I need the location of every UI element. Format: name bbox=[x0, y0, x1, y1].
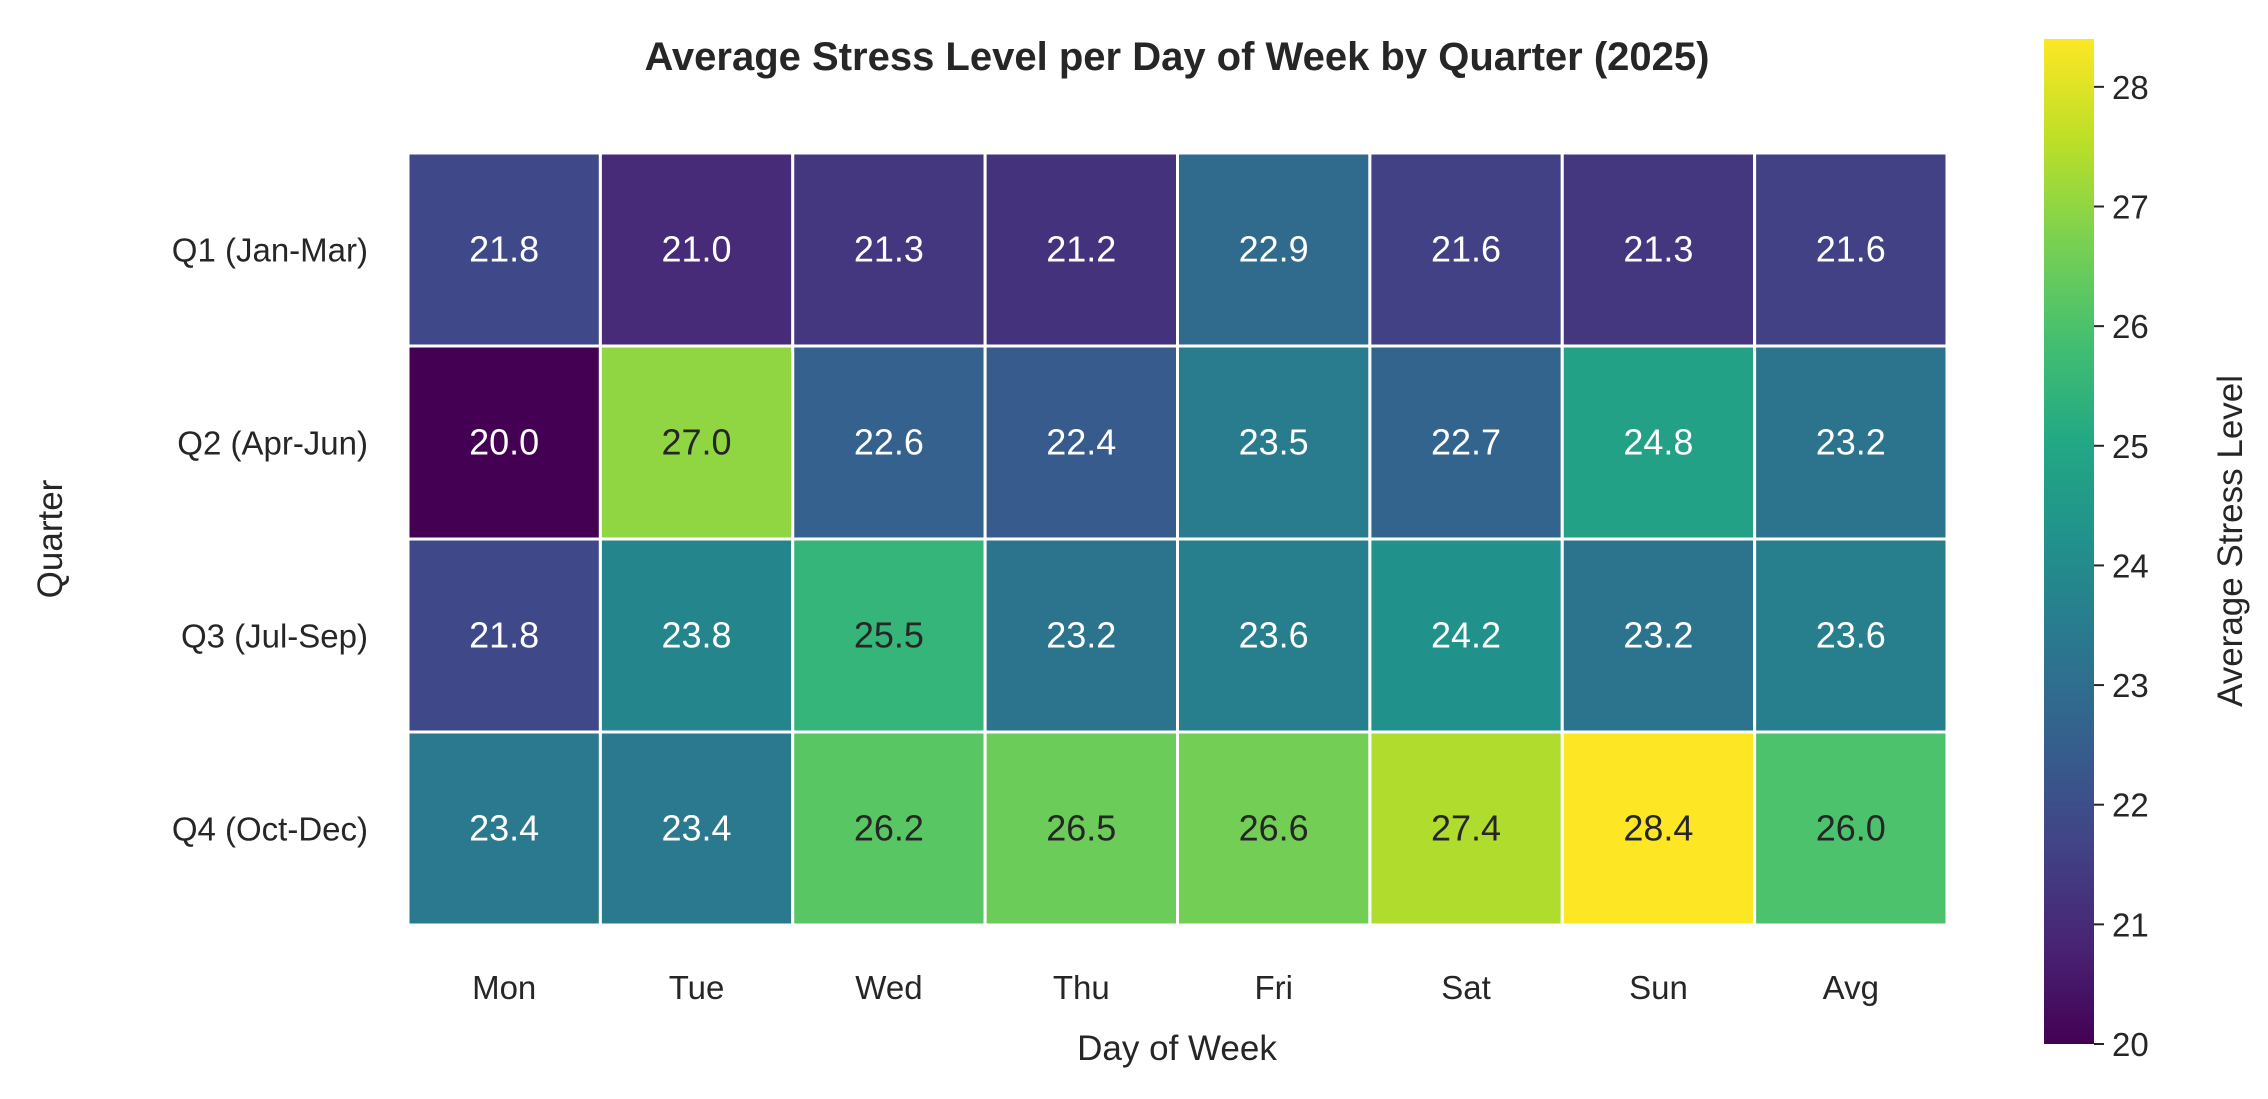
colorbar bbox=[2044, 39, 2094, 1044]
heatmap-cell bbox=[406, 151, 602, 348]
y-tick-label: Q4 (Oct-Dec) bbox=[172, 811, 368, 848]
cell-value-label: 23.8 bbox=[662, 615, 732, 656]
cell-value-label: 23.4 bbox=[662, 808, 732, 849]
y-tick-labels: Q1 (Jan-Mar) Q2 (Apr-Jun) Q3 (Jul-Sep) Q4 (… bbox=[172, 232, 368, 848]
heatmap-cell bbox=[598, 344, 795, 541]
cell-value-label: 23.4 bbox=[469, 808, 539, 849]
heatmap-cell bbox=[1753, 730, 1949, 927]
heatmap-cell bbox=[1368, 537, 1564, 734]
cell-value-label: 26.6 bbox=[1239, 808, 1309, 849]
cell-value-label: 26.0 bbox=[1816, 808, 1886, 849]
colorbar-ticks: 20 21 22 23 24 25 26 27 28 bbox=[2094, 69, 2149, 1063]
heatmap-cell bbox=[791, 151, 987, 348]
colorbar-tick-label: 21 bbox=[2112, 906, 2149, 943]
cell-value-label: 27.0 bbox=[662, 422, 732, 463]
colorbar-tick-label: 26 bbox=[2112, 308, 2149, 345]
x-tick-label: Sun bbox=[1629, 969, 1688, 1006]
colorbar-tick-label: 20 bbox=[2112, 1026, 2149, 1063]
cell-value-label: 22.9 bbox=[1239, 229, 1309, 270]
cell-value-label: 23.6 bbox=[1239, 615, 1309, 656]
cell-value-label: 23.5 bbox=[1239, 422, 1309, 463]
cell-value-label: 24.2 bbox=[1431, 615, 1501, 656]
cell-value-label: 21.2 bbox=[1046, 229, 1116, 270]
heatmap-cell bbox=[791, 537, 987, 734]
x-tick-label: Fri bbox=[1254, 969, 1292, 1006]
cell-value-label: 22.6 bbox=[854, 422, 924, 463]
colorbar-tick-label: 25 bbox=[2112, 428, 2149, 465]
y-axis-label: Quarter bbox=[31, 479, 70, 598]
heatmap-cell bbox=[598, 151, 795, 348]
x-tick-label: Thu bbox=[1053, 969, 1110, 1006]
heatmap-cell bbox=[1560, 537, 1757, 734]
chart-title: Average Stress Level per Day of Week by … bbox=[645, 35, 1710, 79]
y-tick-label: Q3 (Jul-Sep) bbox=[181, 618, 368, 655]
heatmap-cell bbox=[1560, 730, 1757, 927]
x-tick-label: Avg bbox=[1823, 969, 1879, 1006]
colorbar-tick-label: 27 bbox=[2112, 189, 2149, 226]
y-tick-label: Q1 (Jan-Mar) bbox=[172, 232, 368, 269]
heatmap-cell bbox=[406, 730, 602, 927]
cell-value-label: 26.5 bbox=[1046, 808, 1116, 849]
heatmap-cells: 21.8 21.0 21.3 21.2 22.9 21.6 21.3 21.6 20.0 27.0… bbox=[406, 151, 1949, 927]
x-axis-label: Day of Week bbox=[1077, 1029, 1277, 1068]
cell-value-label: 25.5 bbox=[854, 615, 924, 656]
heatmap-cell bbox=[983, 537, 1179, 734]
x-tick-label: Tue bbox=[669, 969, 725, 1006]
cell-value-label: 23.6 bbox=[1816, 615, 1886, 656]
heatmap-cell bbox=[983, 344, 1179, 541]
cell-value-label: 23.2 bbox=[1623, 615, 1693, 656]
heatmap-cell bbox=[1753, 537, 1949, 734]
cell-value-label: 23.2 bbox=[1816, 422, 1886, 463]
cell-value-label: 22.4 bbox=[1046, 422, 1116, 463]
heatmap-cell bbox=[1368, 344, 1564, 541]
heatmap-cell bbox=[1368, 151, 1564, 348]
cell-value-label: 21.3 bbox=[854, 229, 924, 270]
heatmap-cell bbox=[406, 537, 602, 734]
cell-value-label: 21.0 bbox=[662, 229, 732, 270]
x-tick-label: Mon bbox=[472, 969, 536, 1006]
colorbar-label: Average Stress Level bbox=[2211, 375, 2250, 707]
heatmap-cell bbox=[1753, 344, 1949, 541]
cell-value-label: 21.3 bbox=[1623, 229, 1693, 270]
x-tick-label: Sat bbox=[1441, 969, 1491, 1006]
colorbar-tick-label: 23 bbox=[2112, 667, 2149, 704]
heatmap-cell bbox=[791, 730, 987, 927]
cell-value-label: 26.2 bbox=[854, 808, 924, 849]
heatmap-cell bbox=[1753, 151, 1949, 348]
colorbar-tick-label: 22 bbox=[2112, 787, 2149, 824]
cell-value-label: 21.6 bbox=[1816, 229, 1886, 270]
cell-value-label: 21.8 bbox=[469, 229, 539, 270]
cell-value-label: 21.6 bbox=[1431, 229, 1501, 270]
cell-value-label: 21.8 bbox=[469, 615, 539, 656]
cell-value-label: 22.7 bbox=[1431, 422, 1501, 463]
x-tick-label: Wed bbox=[855, 969, 922, 1006]
colorbar-tick-label: 28 bbox=[2112, 69, 2149, 106]
cell-value-label: 27.4 bbox=[1431, 808, 1501, 849]
heatmap-cell bbox=[598, 537, 795, 734]
heatmap-cell bbox=[1176, 730, 1372, 927]
cell-value-label: 23.2 bbox=[1046, 615, 1116, 656]
y-tick-label: Q2 (Apr-Jun) bbox=[177, 425, 368, 462]
colorbar-tick-label: 24 bbox=[2112, 547, 2149, 584]
cell-value-label: 28.4 bbox=[1623, 808, 1693, 849]
cell-value-label: 24.8 bbox=[1623, 422, 1693, 463]
heatmap-cell bbox=[983, 151, 1179, 348]
cell-value-label: 20.0 bbox=[469, 422, 539, 463]
heatmap-cell bbox=[983, 730, 1179, 927]
heatmap-cell bbox=[1176, 537, 1372, 734]
x-tick-labels: Mon Tue Wed Thu Fri Sat Sun Avg bbox=[472, 969, 1879, 1006]
